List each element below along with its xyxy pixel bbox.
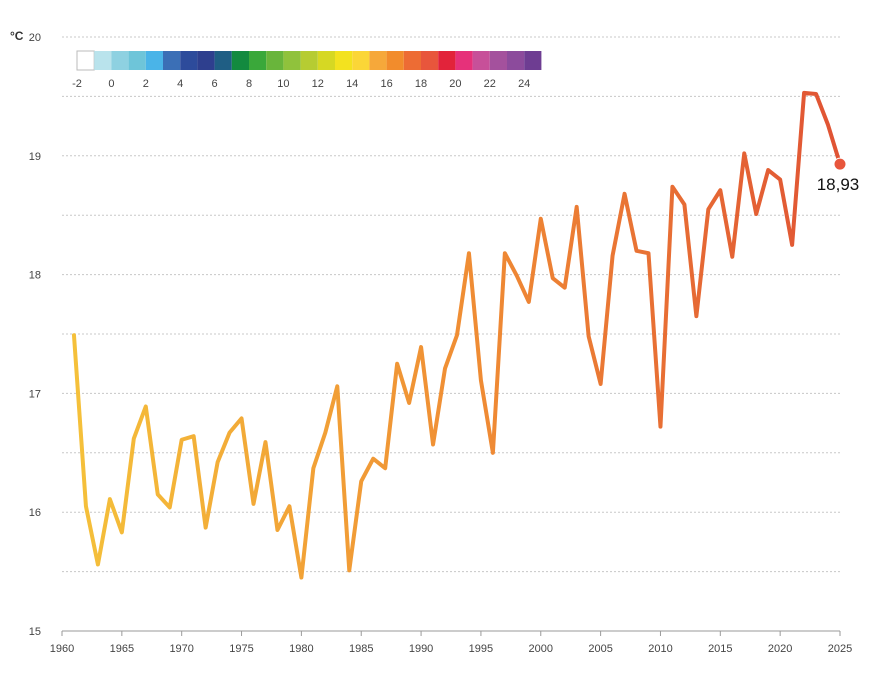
color-scale-swatch bbox=[300, 51, 318, 70]
color-scale-swatch bbox=[111, 51, 129, 70]
last-value-marker bbox=[833, 157, 847, 171]
color-scale-swatch bbox=[128, 51, 146, 70]
color-scale-swatch bbox=[524, 51, 542, 70]
color-scale-swatch bbox=[352, 51, 370, 70]
y-tick-label: 18 bbox=[29, 270, 41, 282]
y-tick-label: 16 bbox=[29, 507, 41, 519]
x-tick-label: 1965 bbox=[110, 643, 134, 655]
color-scale-label: 20 bbox=[449, 78, 461, 90]
color-scale-swatch bbox=[76, 50, 95, 71]
color-scale-label: 12 bbox=[312, 78, 324, 90]
x-tick-label: 2025 bbox=[828, 643, 852, 655]
x-tick-label: 1960 bbox=[50, 643, 74, 655]
color-scale-swatch bbox=[94, 51, 112, 70]
color-scale-swatch bbox=[507, 51, 525, 70]
x-tick-label: 2015 bbox=[708, 643, 732, 655]
color-scale-legend: -2 0 2 4 6 8 10 12 14 16 18 20 22 24 bbox=[72, 50, 542, 90]
color-scale-swatch bbox=[163, 51, 181, 70]
color-scale-swatch bbox=[403, 51, 421, 70]
color-scale-label: 14 bbox=[346, 78, 358, 90]
color-scale-swatch bbox=[438, 51, 456, 70]
x-tick-label: 1985 bbox=[349, 643, 373, 655]
color-scale-label: 24 bbox=[518, 78, 530, 90]
x-tick-label: 2020 bbox=[768, 643, 792, 655]
x-tick-label: 1990 bbox=[409, 643, 433, 655]
color-scale-label: 4 bbox=[177, 78, 183, 90]
color-scale-swatch bbox=[335, 51, 353, 70]
color-scale-swatch bbox=[421, 51, 439, 70]
grid-lines bbox=[62, 36, 840, 573]
color-scale-swatch bbox=[489, 51, 507, 70]
color-scale-swatch bbox=[283, 51, 301, 70]
color-scale-swatch bbox=[455, 51, 473, 70]
y-axis-ticks: 15 16 17 18 19 20 bbox=[29, 32, 41, 638]
color-scale-swatch bbox=[266, 51, 284, 70]
x-tick-label: 2010 bbox=[648, 643, 672, 655]
color-scale-label: 6 bbox=[212, 78, 218, 90]
color-scale-swatch bbox=[472, 51, 490, 70]
color-scale-swatch bbox=[249, 51, 267, 70]
x-tick-label: 1980 bbox=[289, 643, 313, 655]
color-scale-swatch bbox=[317, 51, 335, 70]
y-tick-label: 17 bbox=[29, 388, 41, 400]
y-tick-label: 20 bbox=[29, 32, 41, 44]
color-scale-swatch bbox=[386, 51, 404, 70]
x-tick-label: 1995 bbox=[469, 643, 493, 655]
y-tick-label: 15 bbox=[29, 626, 41, 638]
y-tick-label: 19 bbox=[29, 151, 41, 163]
x-axis-ticks: 1960 1965 1970 1975 1980 1985 1990 1995 2000 2005… bbox=[50, 631, 852, 655]
color-scale-swatch bbox=[369, 51, 387, 70]
color-scale-label: 22 bbox=[484, 78, 496, 90]
color-scale-label: -2 bbox=[72, 78, 82, 90]
color-scale-swatch bbox=[180, 51, 198, 70]
color-scale-label: 10 bbox=[277, 78, 289, 90]
color-scale-label: 0 bbox=[108, 78, 114, 90]
x-tick-label: 2005 bbox=[588, 643, 612, 655]
color-scale-swatch bbox=[231, 51, 249, 70]
x-tick-label: 2000 bbox=[529, 643, 553, 655]
x-tick-label: 1970 bbox=[169, 643, 193, 655]
color-scale-swatch bbox=[145, 51, 163, 70]
color-scale-swatch bbox=[214, 51, 232, 70]
color-scale-label: 18 bbox=[415, 78, 427, 90]
color-scale-label: 2 bbox=[143, 78, 149, 90]
color-scale-swatch bbox=[197, 51, 215, 70]
last-value-label: 18,93 bbox=[817, 175, 860, 194]
x-tick-label: 1975 bbox=[229, 643, 253, 655]
temperature-series-line bbox=[71, 90, 842, 580]
color-scale-label: 16 bbox=[380, 78, 392, 90]
color-scale-label: 8 bbox=[246, 78, 252, 90]
y-axis-unit-label: °C bbox=[10, 29, 24, 43]
